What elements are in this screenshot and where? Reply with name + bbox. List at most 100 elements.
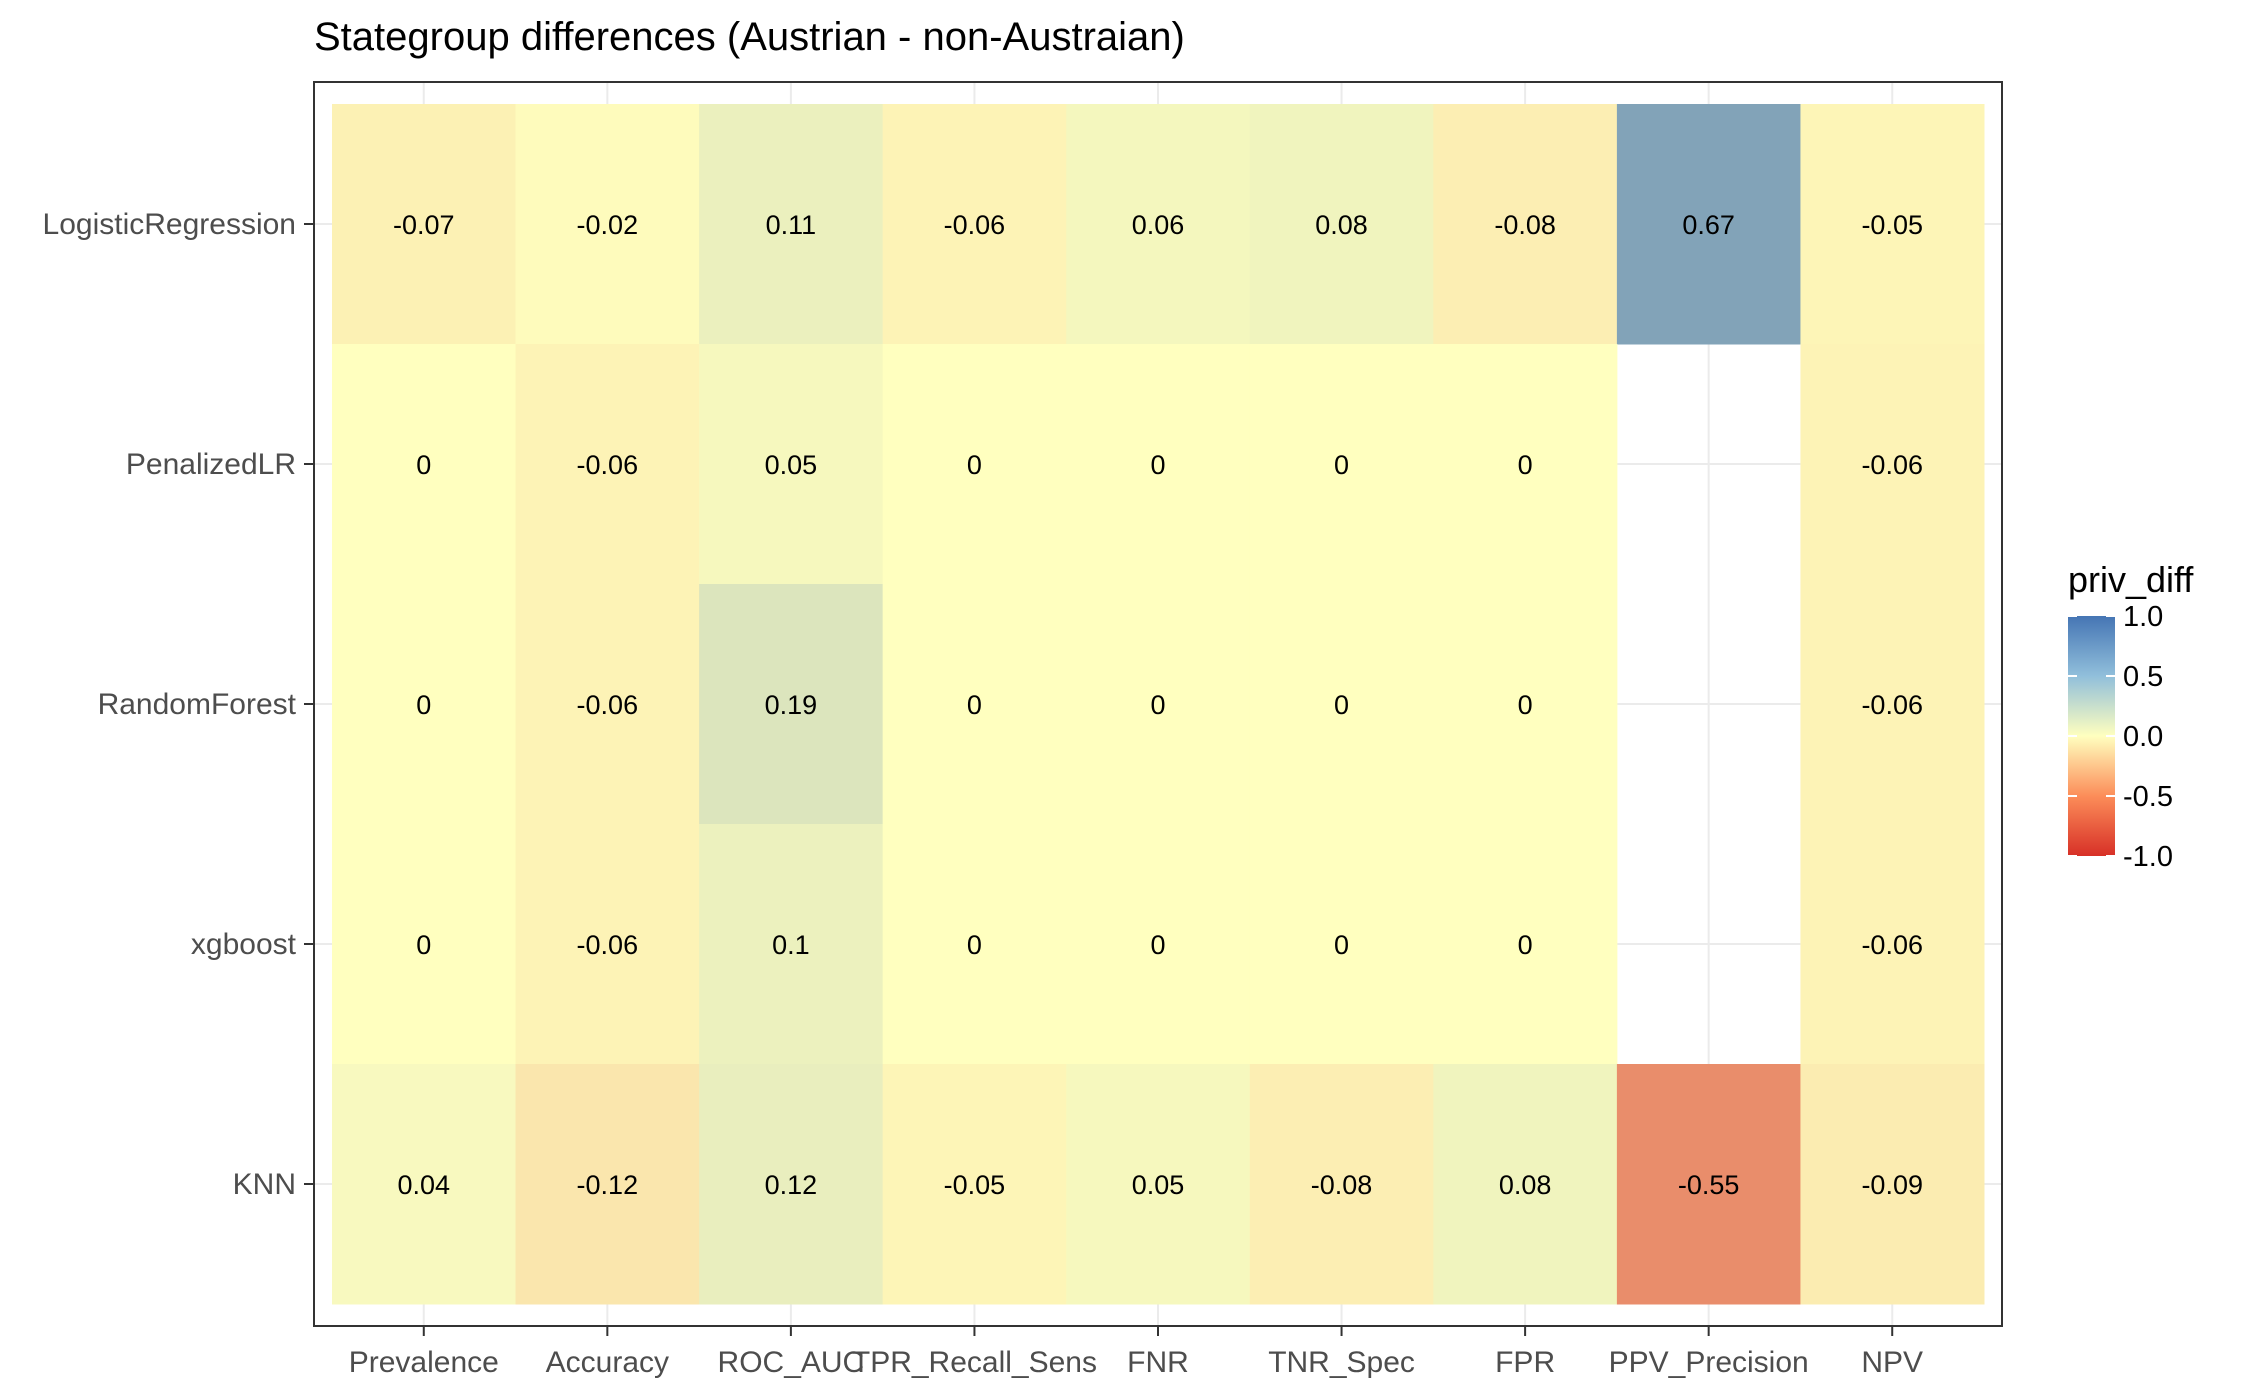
cell-value-label: 0 [1150,450,1165,480]
cell-value-label: 0.08 [1315,210,1368,240]
chart-title: Stategroup differences (Austrian - non-A… [314,15,1185,59]
heatmap-cell [1433,104,1618,345]
heatmap-cell [882,824,1067,1065]
heatmap-cell [515,824,700,1065]
cell-value-label: 0 [1150,930,1165,960]
x-tick-label: TNR_Spec [1268,1346,1415,1379]
legend-tick-label: 0.0 [2123,721,2163,753]
cell-value-label: -0.07 [393,210,455,240]
cell-value-label: -0.06 [944,210,1006,240]
heatmap-cell [699,344,884,585]
legend-tick-label: 1.0 [2123,601,2163,633]
y-tick-label: xgboost [191,928,297,961]
heatmap-cell [332,104,517,345]
x-tick-label: PPV_Precision [1609,1346,1809,1379]
cell-value-label: -0.05 [1861,210,1923,240]
cell-value-label: 0.1 [772,930,810,960]
cell-value-label: -0.06 [1861,450,1923,480]
heatmap-cell [332,1064,517,1305]
heatmap-cell [1249,584,1434,825]
cell-value-label: -0.06 [577,450,639,480]
legend: priv_diff 1.0 0.5 0.0 -0.5 -1.0 [2068,559,2194,873]
heatmap-cell [699,824,884,1065]
heatmap-cell [1249,824,1434,1065]
cell-value-label: -0.08 [1311,1170,1373,1200]
heatmap-cell [515,104,700,345]
cell-value-label: -0.08 [1494,210,1556,240]
legend-tick-label: 0.5 [2123,661,2163,693]
cell-value-label: 0 [416,450,431,480]
heatmap-cell [1066,824,1251,1065]
heatmap-cell [515,584,700,825]
heatmap-cell [1066,1064,1251,1305]
x-tick-label: ROC_AUC [718,1346,865,1379]
x-tick-label: Prevalence [349,1346,499,1379]
heatmap-cell [1249,104,1434,345]
y-tick-label: PenalizedLR [126,448,296,481]
x-tick-label: FPR [1495,1346,1555,1379]
heatmap-cell [332,824,517,1065]
cell-value-label: 0 [416,690,431,720]
cell-value-label: -0.12 [577,1170,639,1200]
cell-value-label: -0.05 [944,1170,1006,1200]
cell-value-label: 0 [1334,930,1349,960]
cell-value-label: 0.04 [397,1170,450,1200]
heatmap-cell [1616,1064,1801,1305]
cell-value-label: 0.05 [1132,1170,1185,1200]
heatmap-cell [1616,104,1801,345]
heatmap-cell [882,1064,1067,1305]
cell-value-label: 0 [1518,690,1533,720]
y-axis: LogisticRegression PenalizedLR RandomFores… [43,208,314,1201]
cell-value-label: -0.06 [1861,690,1923,720]
heatmap-cell [1800,584,1985,825]
heatmap-cell [699,1064,884,1305]
cell-value-label: 0.08 [1499,1170,1552,1200]
x-axis: Prevalence Accuracy ROC_AUCTPR_Recall_Sens… [349,1326,1923,1379]
cell-value-label: 0 [967,930,982,960]
heatmap-cell [1433,344,1618,585]
cell-value-label: 0.06 [1132,210,1185,240]
cell-value-label: -0.06 [1861,930,1923,960]
heatmap-cell [1066,584,1251,825]
y-tick-label: KNN [233,1168,296,1201]
heatmap-cell [882,584,1067,825]
cell-labels: -0.07 -0.02 0.11 -0.06 0.06 0.08 -0.08 0.67 -0.0… [393,210,1923,1200]
cell-value-label: 0.19 [765,690,818,720]
x-tick-label: TPR_Recall_Sens [852,1346,1097,1379]
heatmap-cell [515,344,700,585]
heatmap-cell [1066,344,1251,585]
cell-value-label: 0.11 [766,210,817,240]
cell-value-label: 0.12 [765,1170,818,1200]
heatmap-cells [332,104,1985,1305]
heatmap-cell [1433,824,1618,1065]
cell-value-label: 0.67 [1682,210,1735,240]
legend-ticks: 1.0 0.5 0.0 -0.5 -1.0 [2068,601,2173,873]
legend-tick-label: -1.0 [2123,841,2173,873]
heatmap-cell [1066,104,1251,345]
heatmap-cell [1433,584,1618,825]
heatmap-cell [515,1064,700,1305]
cell-value-label: -0.02 [577,210,639,240]
cell-value-label: 0 [1518,930,1533,960]
x-tick-label: FNR [1127,1346,1189,1379]
cell-value-label: -0.09 [1861,1170,1923,1200]
cell-value-label: -0.06 [577,930,639,960]
heatmap-cell [1433,1064,1618,1305]
x-tick-label: Accuracy [546,1346,669,1379]
y-tick-label: RandomForest [98,688,297,721]
cell-value-label: 0 [1518,450,1533,480]
heatmap-cell [1800,824,1985,1065]
cell-value-label: 0 [416,930,431,960]
heatmap-cell [699,584,884,825]
heatmap-cell [699,104,884,345]
cell-value-label: 0 [1334,450,1349,480]
plot-panel: -0.07 -0.02 0.11 -0.06 0.06 0.08 -0.08 0.67 -0.0… [313,81,2003,1327]
heatmap-cell [1249,344,1434,585]
cell-value-label: -0.55 [1678,1170,1740,1200]
heatmap-cell [332,344,517,585]
cell-value-label: 0 [1150,690,1165,720]
cell-value-label: 0.05 [765,450,818,480]
x-tick-label: NPV [1861,1346,1923,1379]
heatmap-cell [1249,1064,1434,1305]
